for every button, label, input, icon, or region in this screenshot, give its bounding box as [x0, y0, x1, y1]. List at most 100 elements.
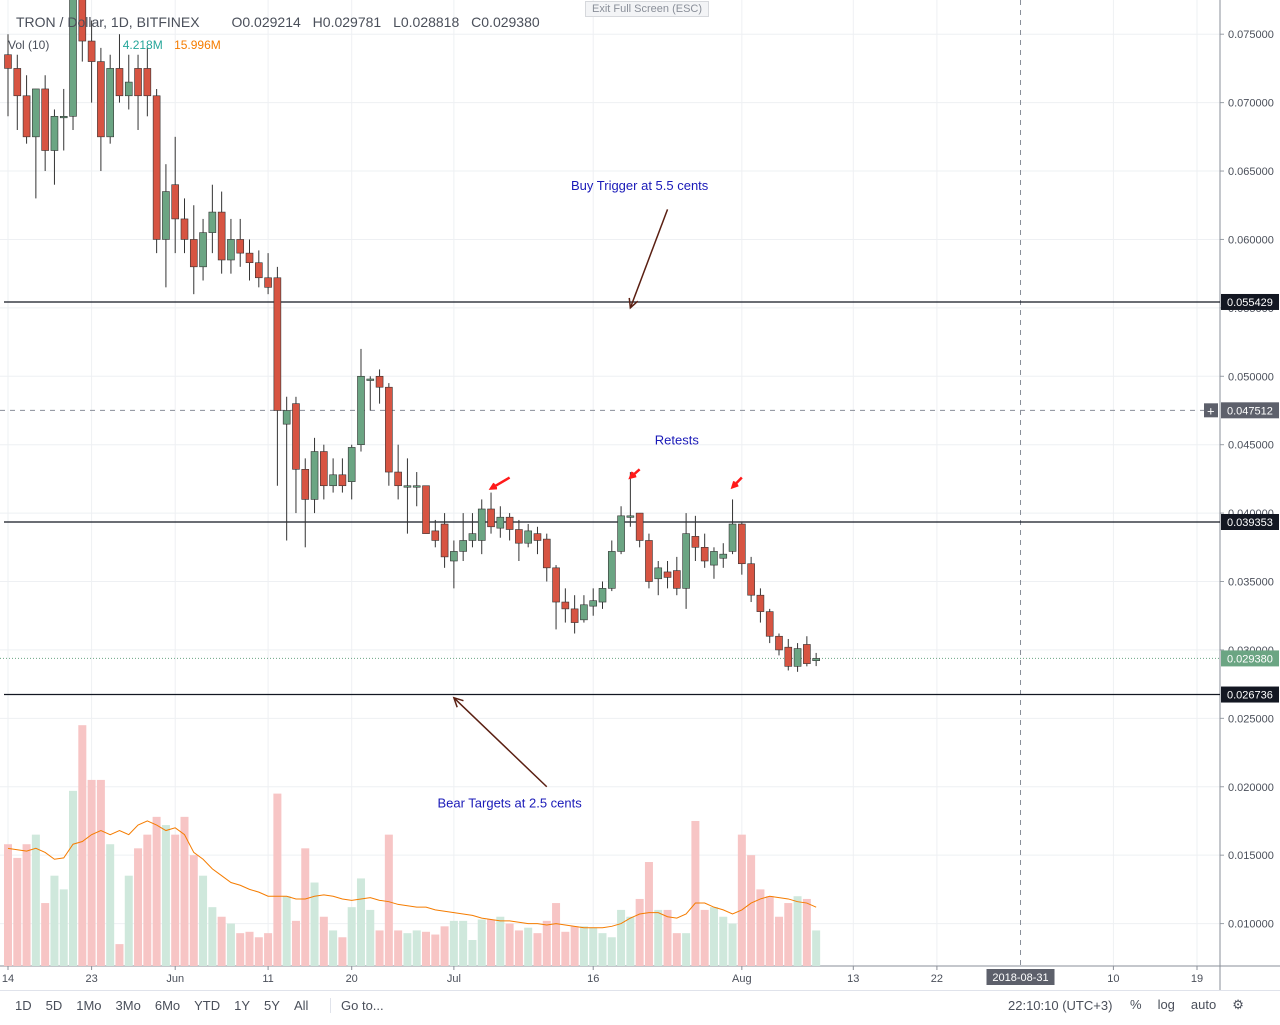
- candle: [635, 512, 644, 548]
- x-tick-label: Aug: [732, 973, 752, 985]
- range-button-1mo[interactable]: 1Mo: [76, 998, 102, 1013]
- volume-bar: [644, 862, 653, 966]
- auto-scale-button[interactable]: auto: [1190, 997, 1217, 1012]
- horizontal-level-tag: [1221, 293, 1279, 310]
- volume-bar: [505, 923, 514, 966]
- candle: [738, 522, 746, 575]
- candle: [97, 47, 105, 172]
- volume-bar: [171, 834, 180, 966]
- range-button-5y[interactable]: 5Y: [264, 998, 280, 1013]
- candle-body: [97, 61, 105, 138]
- candle: [440, 513, 449, 568]
- volume-bar: [812, 930, 821, 966]
- y-tick-label: 0.010000: [1228, 919, 1274, 931]
- volume-bar: [533, 933, 542, 966]
- percent-scale-button[interactable]: %: [1130, 997, 1142, 1012]
- candle: [134, 54, 142, 130]
- volume-bar: [59, 889, 68, 966]
- candle: [273, 266, 282, 486]
- candle: [728, 499, 737, 555]
- retest-arrow-icon-head: [628, 471, 637, 480]
- candle-body: [22, 95, 31, 138]
- candle: [719, 543, 728, 568]
- crosshair-plus-icon: [1204, 403, 1218, 418]
- candle: [654, 560, 663, 596]
- log-scale-button[interactable]: log: [1157, 997, 1175, 1012]
- volume-bar: [700, 909, 709, 966]
- candle-body: [747, 563, 755, 596]
- annotation-text: Buy Trigger at 5.5 cents: [571, 178, 709, 193]
- price-chart[interactable]: 0.0750000.0700000.0650000.0600000.055000…: [0, 0, 1280, 990]
- volume-bar: [254, 937, 263, 966]
- y-tick-label: 0.065000: [1228, 166, 1274, 178]
- candle-body: [487, 508, 495, 528]
- ohlc-values: O0.029214 H0.029781 L0.028818 C0.029380: [231, 14, 547, 30]
- candle: [561, 588, 570, 623]
- candle: [682, 513, 690, 609]
- range-button-5d[interactable]: 5D: [45, 998, 63, 1013]
- symbol-label[interactable]: TRON / Dollar, 1D, BITFINEX: [16, 14, 200, 30]
- candle-body: [227, 239, 235, 261]
- volume-bar: [477, 919, 486, 966]
- volume-bar: [496, 916, 505, 966]
- candle-body: [385, 386, 393, 473]
- candle-body: [524, 530, 532, 544]
- volume-bar: [134, 848, 143, 966]
- volume-bar: [431, 934, 440, 966]
- candle-body: [570, 608, 579, 623]
- y-tick-label: 0.050000: [1228, 371, 1274, 383]
- volume-bar: [41, 903, 50, 966]
- crosshair-date-label: 2018-08-31: [992, 972, 1048, 984]
- crosshair-date-tag: [986, 969, 1055, 985]
- high-value: H0.029781: [312, 14, 382, 30]
- volume-bar: [774, 916, 783, 966]
- horizontal-level-label: 0.026736: [1227, 690, 1273, 702]
- candle-body: [13, 68, 22, 97]
- range-button-1d[interactable]: 1D: [15, 998, 32, 1013]
- goto-date-button[interactable]: Go to...: [330, 998, 384, 1013]
- volume-bar: [384, 834, 393, 966]
- volume-bar: [13, 857, 22, 966]
- x-tick-label: 13: [847, 973, 859, 985]
- volume-bar: [245, 931, 254, 966]
- candle-body: [700, 547, 709, 562]
- candle: [784, 638, 793, 671]
- settings-icon[interactable]: ⚙: [1232, 997, 1244, 1012]
- volume-bar: [672, 933, 681, 966]
- candle-body: [78, 0, 87, 42]
- range-button-3mo[interactable]: 3Mo: [115, 998, 141, 1013]
- range-button-6mo[interactable]: 6Mo: [154, 998, 181, 1013]
- candle-body: [691, 536, 700, 548]
- retest-arrow-icon-head: [730, 481, 739, 490]
- candle: [663, 560, 672, 589]
- time-range-buttons: 1D 5D 1Mo 3Mo 6Mo YTD 1Y 5Y All: [10, 998, 313, 1013]
- range-button-1y[interactable]: 1Y: [234, 998, 251, 1013]
- candle-body: [784, 646, 793, 667]
- candle-body: [310, 451, 319, 500]
- range-button-ytd[interactable]: YTD: [194, 998, 221, 1013]
- candle-body: [347, 447, 356, 482]
- volume-bar: [793, 896, 802, 966]
- last-price-tag: [1221, 650, 1279, 667]
- candle: [487, 492, 495, 534]
- candle-body: [217, 211, 226, 261]
- volume-bar: [217, 916, 226, 966]
- candle-body: [468, 533, 477, 541]
- volume-legend: Vol (10) 4.218M 15.996M: [8, 38, 221, 52]
- candle: [765, 608, 774, 644]
- candle: [747, 556, 755, 603]
- buy-trigger-arrow-icon-shaft: [629, 209, 669, 309]
- candle: [589, 588, 598, 616]
- volume-label[interactable]: Vol (10): [8, 38, 50, 52]
- range-button-all[interactable]: All: [293, 998, 309, 1013]
- candle-body: [69, 0, 77, 117]
- exit-fullscreen-button[interactable]: Exit Full Screen (ESC): [585, 1, 710, 17]
- volume-bar: [412, 930, 421, 966]
- candle-body: [505, 516, 514, 530]
- candle-body: [273, 277, 282, 411]
- volume-bar: [78, 725, 87, 966]
- volume-bar: [347, 907, 356, 966]
- y-tick-label: 0.070000: [1228, 98, 1274, 110]
- candle-body: [626, 515, 635, 518]
- candle-body: [338, 474, 347, 487]
